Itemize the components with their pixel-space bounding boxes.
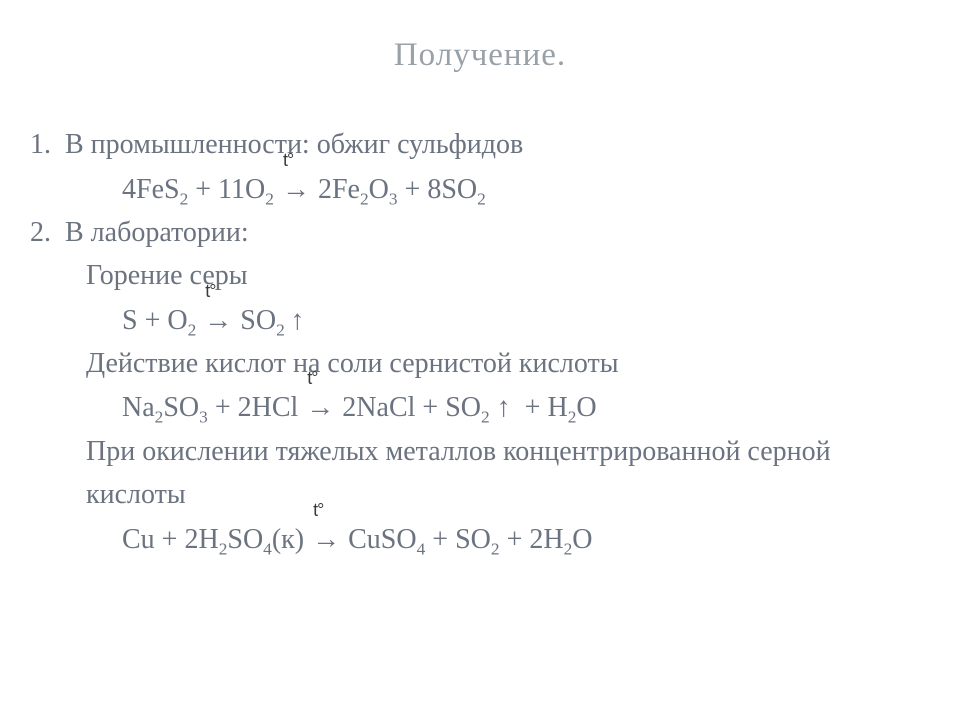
text-line: S + O2 t°→ SO2 ↑ (30, 298, 930, 342)
text-line: 2. В лаборатории: (30, 211, 930, 254)
text-line: 4FeS2 + 11O2 t°→ 2Fe2O3 + 8SO2 (30, 167, 930, 211)
slide-title: Получение. (30, 30, 930, 81)
slide-content: 1. В промышленности: обжиг сульфидов4FeS… (30, 123, 930, 561)
text-line: Действие кислот на соли сернистой кислот… (30, 342, 930, 385)
text-line: Cu + 2H2SO4(к) t°→ CuSO4 + SO2 + 2H2O (30, 517, 930, 561)
text-line: Na2SO3 + 2HCl t°→ 2NaCl + SO2 ↑ + H2O (30, 385, 930, 429)
text-line: 1. В промышленности: обжиг сульфидов (30, 123, 930, 166)
text-line: При окислении тяжелых металлов концентри… (30, 430, 930, 517)
slide-page: Получение. 1. В промышленности: обжиг су… (0, 0, 960, 720)
text-line: Горение серы (30, 254, 930, 297)
